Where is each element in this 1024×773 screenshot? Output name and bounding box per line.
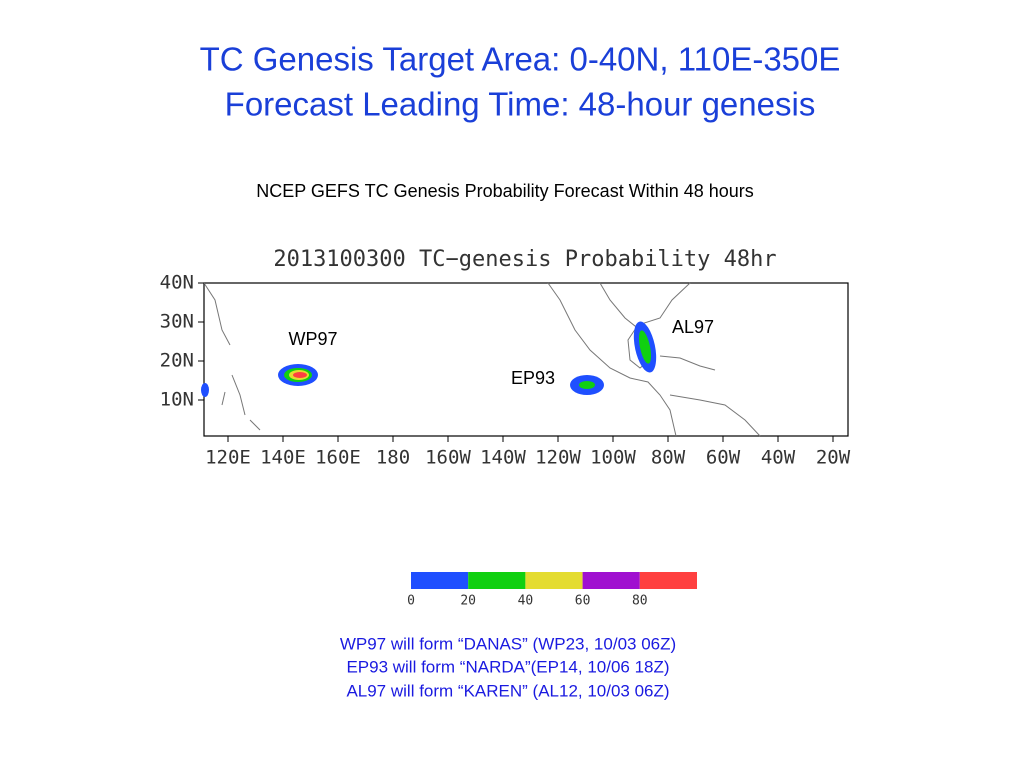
map [201,282,849,437]
lon-label: 140E [260,447,306,469]
note: WP97 will form “DANAS” (WP23, 10/03 06Z) [340,634,676,653]
coastline [599,282,691,369]
probability-blob [278,364,318,386]
lon-label: 20W [816,447,851,469]
lat-label: 10N [160,389,194,411]
colorbar-label: 60 [575,594,591,609]
lat-label: 30N [160,311,194,333]
colorbar-label: 80 [632,594,648,609]
colorbar-segment [582,572,640,589]
coastline [547,282,677,437]
probability-blob [570,375,604,395]
lon-label: 80W [651,447,686,469]
colorbar-label: 0 [407,594,415,609]
colorbar-label: 20 [460,594,476,609]
lon-label: 160W [425,447,471,469]
note: EP93 will form “NARDA”(EP14, 10/06 18Z) [346,657,669,676]
coastline [221,374,261,431]
colorbar-segment [411,572,469,589]
lon-label: 100W [590,447,636,469]
colorbar-segment [639,572,697,589]
lon-label: 40W [761,447,796,469]
colorbar-label: 40 [518,594,534,609]
colorbar-segment [468,572,526,589]
lon-label: 120W [535,447,581,469]
lon-label: 160E [315,447,361,469]
lon-label: 140W [480,447,526,469]
storm-label: WP97 [288,329,337,349]
map-title: 2013100300 TC−genesis Probability 48hr [273,247,776,272]
colorbar-segment [525,572,583,589]
subtitle: NCEP GEFS TC Genesis Probability Forecas… [256,181,754,201]
title-line: TC Genesis Target Area: 0-40N, 110E-350E [200,41,841,78]
coastline [669,394,761,437]
lat-label: 40N [160,272,194,294]
title-line: Forecast Leading Time: 48-hour genesis [225,86,816,123]
note: AL97 will form “KAREN” (AL12, 10/03 06Z) [346,681,669,700]
coastline [203,282,231,346]
map-frame [203,282,849,437]
lon-label: 120E [205,447,251,469]
lat-label: 20N [160,350,194,372]
probability-blob [201,383,209,397]
lon-label: 180 [376,447,410,469]
storm-label: EP93 [511,368,555,388]
coastline [659,355,716,371]
lon-label: 60W [706,447,741,469]
probability-blob [633,321,657,373]
storm-label: AL97 [672,317,714,337]
